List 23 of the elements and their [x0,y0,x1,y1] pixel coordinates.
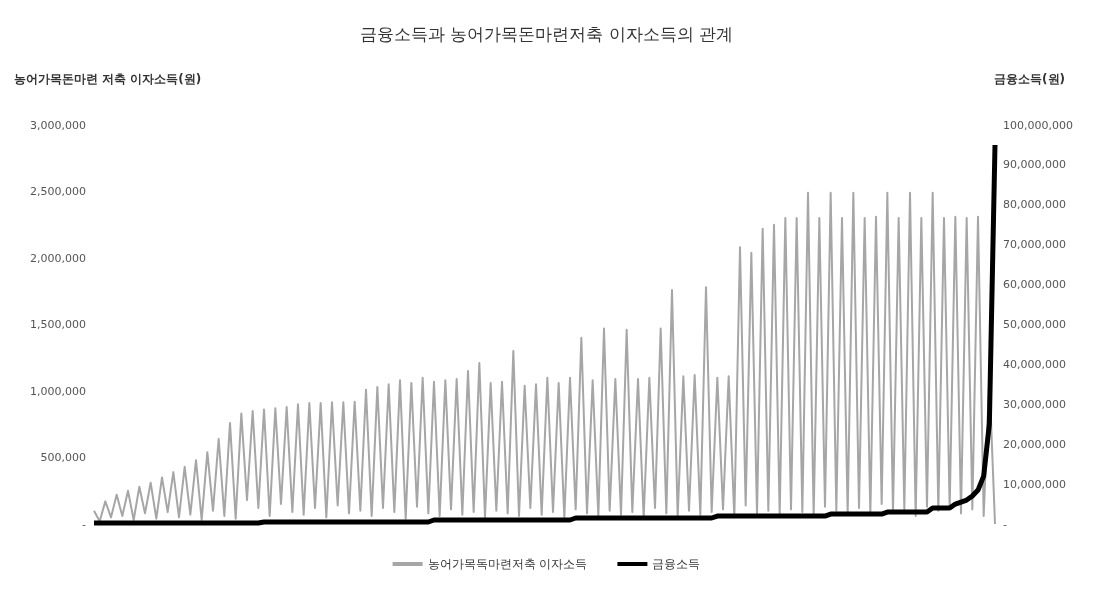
y2-tick-label: 60,000,000 [1003,278,1066,292]
legend-label: 농어가목독마련저축 이자소득 [427,557,588,571]
y-tick-label: 2,500,000 [30,185,86,198]
y-tick-label: 1,500,000 [30,318,86,331]
y2-tick-label: 20,000,000 [1003,437,1066,451]
y-tick-label: 2,000,000 [30,251,86,265]
y2-tick-label: - [1003,517,1007,531]
y2-tick-label: 80,000,000 [1003,198,1066,212]
y2-tick-label: 100,000,000 [1003,118,1073,132]
y2-axis-title: 금융소득(원) [994,72,1065,86]
y2-tick-label: 30,000,000 [1003,397,1066,411]
y-tick-label: 3,000,000 [30,118,86,132]
legend-label: 금융소득 [652,557,701,571]
y2-tick-label: 10,000,000 [1003,477,1066,491]
y2-tick-label: 90,000,000 [1003,158,1066,172]
y-tick-label: - [82,517,87,531]
y-axis-title: 농어가목돈마련 저축 이자소득(원) [14,72,202,86]
y-tick-label: 500,000 [40,451,86,464]
y2-tick-label: 70,000,000 [1003,238,1066,252]
y-tick-label: 1,000,000 [30,384,86,398]
y2-tick-label: 40,000,000 [1003,357,1066,371]
y2-tick-label: 50,000,000 [1003,318,1066,331]
chart-title: 금융소득과 농어가목돈마련저축 이자소득의 관계 [359,23,734,44]
